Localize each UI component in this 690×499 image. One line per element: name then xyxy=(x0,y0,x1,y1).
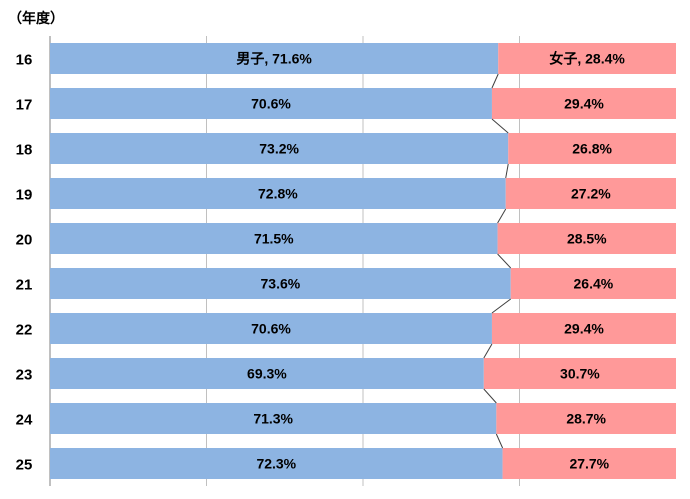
series-line xyxy=(505,163,509,179)
unit-label: （年度） xyxy=(8,10,64,26)
category-label: 21 xyxy=(16,277,33,294)
category-label: 23 xyxy=(16,367,33,384)
bar-female-20 xyxy=(497,223,676,254)
data-label: 73.6% xyxy=(261,276,301,292)
bar-male-22 xyxy=(50,313,492,344)
series-line xyxy=(491,118,509,134)
bar-female-18 xyxy=(508,133,676,164)
series-line xyxy=(497,253,512,269)
bar-male-25 xyxy=(50,448,503,479)
data-label: 69.3% xyxy=(247,366,287,382)
data-label: 26.8% xyxy=(572,141,612,157)
data-label: 28.7% xyxy=(566,411,606,427)
category-label: 20 xyxy=(16,232,33,249)
bar-female-24 xyxy=(496,403,676,434)
bar-male-24 xyxy=(50,403,497,434)
category-label: 17 xyxy=(16,97,33,114)
series-line xyxy=(497,208,507,224)
series-line xyxy=(495,433,504,449)
bar-female-19 xyxy=(505,178,676,209)
data-label: 27.7% xyxy=(569,456,609,472)
data-label: 男子, 71.6% xyxy=(236,51,312,67)
category-label: 16 xyxy=(16,52,33,69)
data-label: 29.4% xyxy=(564,321,604,337)
bar-male-20 xyxy=(50,223,498,254)
bar-male-23 xyxy=(50,358,484,389)
category-label: 18 xyxy=(16,142,33,159)
category-label: 25 xyxy=(16,457,33,474)
data-label: 70.6% xyxy=(251,321,291,337)
data-label: 26.4% xyxy=(574,276,614,292)
data-label: 72.3% xyxy=(256,456,296,472)
series-line xyxy=(483,388,497,404)
data-label: 29.4% xyxy=(564,96,604,112)
series-line xyxy=(491,73,499,89)
bar-male-19 xyxy=(50,178,506,209)
data-label: 72.8% xyxy=(258,186,298,202)
bar-male-21 xyxy=(50,268,511,299)
bar-male-16 xyxy=(50,43,499,74)
data-label: 73.2% xyxy=(259,141,299,157)
series-line xyxy=(491,298,512,314)
category-label: 19 xyxy=(16,187,33,204)
bar-female-16 xyxy=(498,43,676,74)
bar-female-23 xyxy=(483,358,676,389)
bar-female-22 xyxy=(491,313,676,344)
data-label: 女子, 28.4% xyxy=(549,51,625,67)
data-label: 28.5% xyxy=(567,231,607,247)
category-label: 24 xyxy=(16,412,33,429)
bar-male-18 xyxy=(50,133,509,164)
bar-female-21 xyxy=(510,268,676,299)
data-label: 30.7% xyxy=(560,366,600,382)
data-label: 71.3% xyxy=(253,411,293,427)
data-label: 27.2% xyxy=(571,186,611,202)
series-line xyxy=(483,343,493,359)
bar-female-17 xyxy=(491,88,676,119)
bar-male-17 xyxy=(50,88,492,119)
bar-female-25 xyxy=(502,448,676,479)
data-label: 70.6% xyxy=(251,96,291,112)
data-label: 71.5% xyxy=(254,231,294,247)
category-label: 22 xyxy=(16,322,33,339)
